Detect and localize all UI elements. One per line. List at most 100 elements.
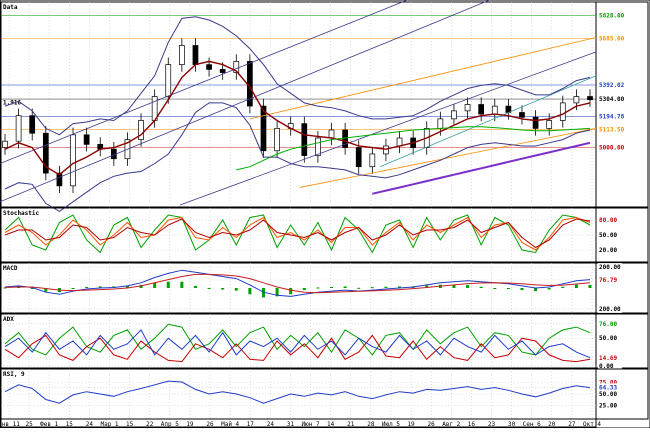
histogram-bar: [534, 288, 538, 292]
histogram-bar: [425, 285, 429, 288]
histogram-bar: [588, 284, 592, 288]
histogram-bar: [289, 288, 293, 295]
x-tick-label: 23: [488, 421, 496, 428]
x-tick-label: Июн 7: [302, 421, 320, 428]
y-tick-label: 5685.00: [599, 35, 625, 42]
x-tick-label: 28: [367, 421, 375, 428]
channel-line: [379, 75, 597, 168]
panel-title: RSI, 9: [3, 371, 25, 378]
y-tick-label: 50.00: [599, 335, 617, 342]
series-line-long-average: [236, 126, 591, 171]
x-tick-label: 21: [347, 421, 355, 428]
series-line-rsi: [4, 380, 591, 404]
x-tick-label: 30: [508, 421, 516, 428]
price-axis: [595, 262, 649, 314]
candle-body: [559, 102, 566, 121]
histogram-bar: [384, 286, 388, 288]
series-line--k: [4, 214, 591, 254]
candle-body: [369, 153, 376, 168]
x-tick-label: 14: [327, 421, 335, 428]
candle-body: [587, 96, 593, 101]
tick-label-bg: [598, 378, 622, 387]
panel-note: 1.916: [3, 100, 21, 107]
panel-title: MACD: [3, 265, 18, 272]
tick-label-bg: [598, 390, 622, 398]
candle-body: [233, 61, 240, 73]
x-tick-label: 19: [407, 421, 415, 428]
channel-line: [179, 51, 597, 206]
histogram-bar: [466, 285, 470, 288]
x-tick-label: 24: [86, 421, 94, 428]
y-tick-label: 5000.00: [599, 145, 625, 152]
x-tick-label: 31: [287, 421, 295, 428]
channel-line: [0, 0, 409, 164]
y-tick-label: 200.00: [599, 264, 621, 271]
y-tick-label: 0.00: [599, 363, 614, 370]
channel-line: [0, 0, 491, 203]
candle-body: [206, 64, 212, 70]
histogram-bar: [574, 284, 578, 288]
series-line-slow: [4, 218, 591, 249]
tick-label-bg: [598, 112, 622, 121]
x-tick-label: 25: [25, 421, 33, 428]
candle-body: [532, 116, 539, 129]
candle-body: [573, 96, 580, 104]
candle-body: [396, 137, 403, 147]
series-line-moving-average: [4, 60, 591, 176]
panel-3: 76.00 50.00 14.690.00 ADX: [0, 313, 649, 370]
series-line-upper-band: [4, 16, 591, 136]
x-tick-label: 26: [428, 421, 436, 428]
histogram-bar: [370, 287, 374, 289]
candle-body: [42, 132, 49, 174]
histogram-bar: [330, 286, 334, 288]
tick-label-bg: [598, 383, 622, 392]
x-tick-label: 26: [206, 421, 214, 428]
tick-label-bg: [598, 362, 622, 370]
candle-body: [383, 145, 389, 155]
histogram-bar: [98, 286, 102, 288]
x-axis-strip: [0, 418, 597, 428]
channel-line: [249, 37, 597, 120]
histogram-bar: [275, 288, 279, 297]
candle-body: [274, 128, 280, 152]
y-tick-label: 50.00: [599, 391, 617, 398]
candle-body: [478, 104, 485, 115]
x-tick-label: 16: [468, 421, 476, 428]
histogram-bar: [506, 288, 510, 289]
candle-body: [56, 172, 63, 187]
y-tick-label: 14.69: [599, 355, 617, 362]
panel-title: Stochastic: [3, 210, 40, 217]
candle-body: [15, 115, 22, 142]
histogram-bar: [398, 286, 402, 288]
candle-body: [342, 129, 348, 148]
y-tick-label: 50.00: [599, 232, 617, 239]
x-tick-label: Янв 11: [0, 421, 20, 428]
y-tick-label: 76.79: [599, 277, 617, 284]
tick-label-bg: [598, 334, 622, 343]
y-tick-label: 5194.78: [599, 113, 625, 120]
series-line--di: [4, 334, 591, 363]
histogram-bar: [125, 285, 129, 288]
series-line-lower-band: [4, 102, 591, 212]
histogram-bar: [561, 286, 565, 288]
candle-body: [464, 104, 471, 112]
histogram-bar: [221, 288, 225, 290]
histogram-bar: [343, 286, 347, 288]
histogram-bar: [180, 281, 184, 288]
candle-body: [192, 45, 199, 65]
y-tick-label: 80.00: [599, 217, 617, 224]
x-tick-label: 17: [247, 421, 255, 428]
x-tick-label: 27: [568, 421, 576, 428]
tick-label-bg: [598, 246, 622, 254]
tick-label-bg: [598, 304, 622, 313]
histogram-bar: [520, 288, 524, 291]
histogram-bar: [193, 285, 197, 288]
x-tick-label: 24: [267, 421, 275, 428]
tick-label-bg: [598, 319, 622, 328]
candle-body: [83, 134, 90, 145]
tick-label-bg: [598, 81, 622, 90]
histogram-bar: [207, 288, 211, 289]
